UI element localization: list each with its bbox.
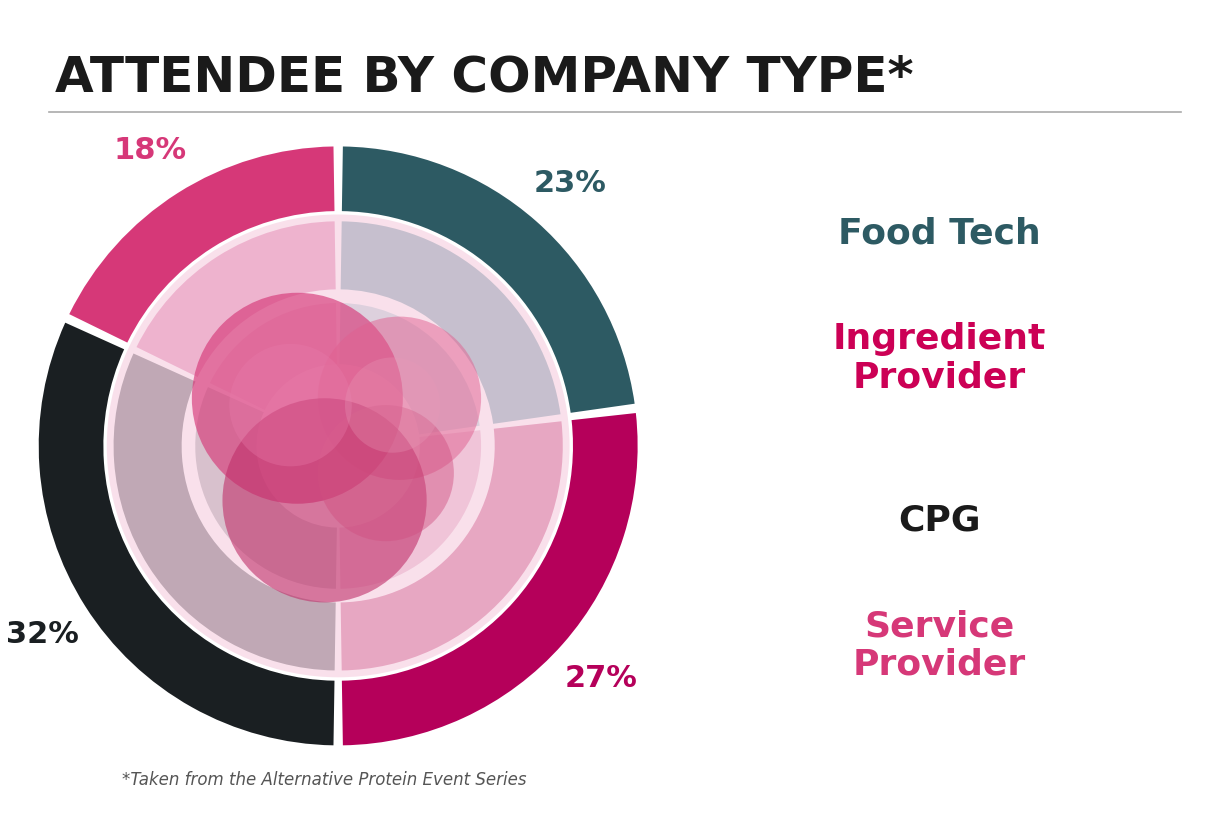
Circle shape: [107, 215, 570, 677]
Wedge shape: [341, 222, 560, 424]
Wedge shape: [113, 354, 336, 671]
Text: Service
Provider: Service Provider: [853, 609, 1026, 681]
Wedge shape: [342, 147, 635, 414]
Text: Food Tech: Food Tech: [838, 217, 1040, 251]
Text: Ingredient
Provider: Ingredient Provider: [832, 322, 1046, 394]
Circle shape: [318, 317, 481, 480]
Circle shape: [345, 358, 440, 453]
Wedge shape: [209, 304, 337, 410]
Circle shape: [192, 293, 403, 505]
Wedge shape: [69, 147, 335, 343]
Text: 23%: 23%: [533, 170, 607, 198]
Wedge shape: [340, 431, 481, 589]
Circle shape: [223, 399, 426, 603]
Text: 32%: 32%: [6, 619, 79, 649]
Wedge shape: [195, 387, 337, 589]
Text: 27%: 27%: [565, 663, 637, 692]
Circle shape: [229, 344, 352, 467]
Text: *Taken from the Alternative Protein Event Series: *Taken from the Alternative Protein Even…: [122, 770, 526, 788]
Wedge shape: [340, 304, 480, 435]
Text: ATTENDEE BY COMPANY TYPE*: ATTENDEE BY COMPANY TYPE*: [55, 53, 913, 102]
Text: 18%: 18%: [113, 136, 186, 165]
Wedge shape: [39, 324, 335, 745]
Wedge shape: [341, 422, 563, 671]
Wedge shape: [136, 222, 336, 378]
Circle shape: [318, 405, 454, 541]
Text: CPG: CPG: [898, 504, 980, 537]
Wedge shape: [342, 414, 638, 745]
